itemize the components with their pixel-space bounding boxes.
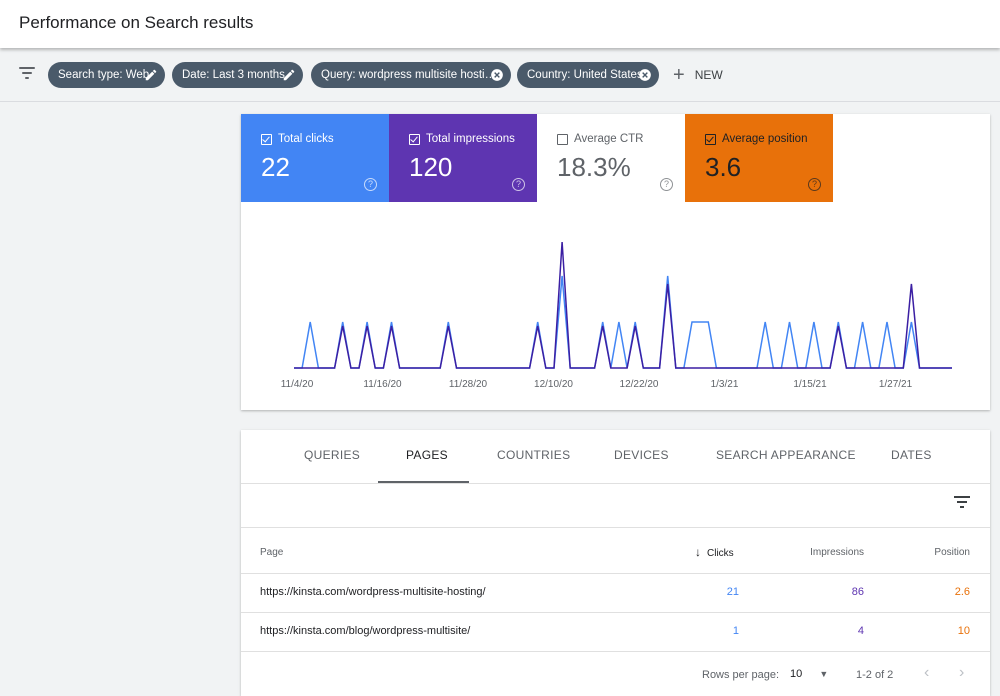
new-filter-button[interactable]: + NEW bbox=[673, 62, 723, 88]
metric-label: Total impressions bbox=[409, 133, 515, 145]
page-title: Performance on Search results bbox=[19, 13, 254, 32]
chip-country[interactable]: Country: United States bbox=[517, 62, 659, 88]
dropdown-arrow-icon: ▼ bbox=[819, 669, 829, 679]
x-tick-label: 11/28/20 bbox=[449, 379, 488, 390]
plus-icon: + bbox=[673, 64, 685, 86]
chip-query[interactable]: Query: wordpress multisite hosti… bbox=[311, 62, 511, 88]
metric-label: Average CTR bbox=[557, 133, 643, 145]
x-tick-label: 12/22/20 bbox=[620, 379, 659, 390]
metric-tile[interactable]: Average CTR 18.3%? bbox=[537, 114, 685, 202]
chip-search-type[interactable]: Search type: Web bbox=[48, 62, 165, 88]
series-line-1 bbox=[294, 241, 952, 369]
tab-pages[interactable]: PAGES bbox=[406, 448, 448, 462]
performance-line-chart: 11/4/20 11/16/20 11/28/20 12/10/20 12/22/20 1… bbox=[281, 241, 952, 390]
column-header-impressions[interactable]: Impressions bbox=[810, 547, 864, 558]
table-row[interactable]: https://kinsta.com/wordpress-multisite-h… bbox=[241, 574, 990, 613]
metric-tile[interactable]: Average position 3.6? bbox=[685, 114, 833, 202]
active-tab-indicator bbox=[378, 481, 469, 483]
metric-label-text: Average CTR bbox=[574, 133, 644, 145]
metric-value: 18.3% bbox=[557, 152, 631, 182]
rows-per-page-select[interactable]: 10 ▼ bbox=[790, 668, 828, 680]
table-filter-icon[interactable] bbox=[954, 496, 970, 508]
new-filter-label: NEW bbox=[694, 68, 723, 82]
metric-tile[interactable]: Total impressions 120? bbox=[389, 114, 537, 202]
tab-dates[interactable]: DATES bbox=[891, 448, 932, 462]
edit-pencil-icon[interactable] bbox=[144, 68, 158, 82]
x-tick-label: 11/16/20 bbox=[363, 379, 402, 390]
metric-value: 120 bbox=[409, 152, 453, 182]
page-url-cell[interactable]: https://kinsta.com/wordpress-multisite-h… bbox=[260, 586, 486, 598]
x-tick-label: 1/3/21 bbox=[711, 379, 739, 390]
column-header-page[interactable]: Page bbox=[260, 547, 284, 558]
help-icon[interactable]: ? bbox=[660, 178, 673, 191]
column-header-clicks[interactable]: ↓ Clicks bbox=[695, 545, 734, 559]
clicks-cell: 1 bbox=[732, 625, 739, 637]
filter-bar: Search type: Web Date: Last 3 months Que… bbox=[0, 48, 1000, 102]
series-line-0 bbox=[294, 275, 952, 369]
checkbox-icon[interactable] bbox=[705, 133, 716, 145]
sort-down-arrow-icon: ↓ bbox=[695, 545, 701, 559]
page-url-cell[interactable]: https://kinsta.com/blog/wordpress-multis… bbox=[260, 625, 471, 637]
tab-countries[interactable]: COUNTRIES bbox=[497, 448, 571, 462]
metric-label-text: Total impressions bbox=[426, 133, 515, 145]
dimension-table-card: QUERIES PAGES COUNTRIES DEVICES SEARCH A… bbox=[241, 430, 990, 696]
column-header-clicks-label: Clicks bbox=[707, 548, 734, 559]
metric-value: 22 bbox=[261, 152, 290, 182]
pagination-range: 1-2 of 2 bbox=[856, 669, 894, 681]
remove-filter-icon[interactable] bbox=[638, 68, 652, 82]
column-header-position[interactable]: Position bbox=[934, 547, 970, 558]
metric-label-text: Total clicks bbox=[278, 133, 334, 145]
metric-label-text: Average position bbox=[722, 133, 808, 145]
tab-devices[interactable]: DEVICES bbox=[614, 448, 669, 462]
help-icon[interactable]: ? bbox=[364, 178, 377, 191]
position-cell: 10 bbox=[957, 625, 970, 637]
metric-value: 3.6 bbox=[705, 152, 742, 182]
rows-per-page-label: Rows per page: bbox=[702, 669, 780, 681]
tab-queries[interactable]: QUERIES bbox=[304, 448, 361, 462]
dimension-tabs: QUERIES PAGES COUNTRIES DEVICES SEARCH A… bbox=[241, 430, 990, 484]
chip-label: Search type: Web bbox=[58, 69, 150, 81]
checkbox-icon[interactable] bbox=[409, 133, 420, 145]
x-tick-label: 12/10/20 bbox=[534, 379, 573, 390]
metric-tile[interactable]: Total clicks 22? bbox=[241, 114, 389, 202]
chip-label: Date: Last 3 months bbox=[182, 69, 285, 81]
filter-icon[interactable] bbox=[19, 66, 37, 80]
impressions-cell: 4 bbox=[857, 625, 864, 637]
clicks-cell: 21 bbox=[726, 586, 739, 598]
x-tick-label: 1/27/21 bbox=[879, 379, 913, 390]
metric-label: Average position bbox=[705, 133, 807, 145]
checkbox-icon[interactable] bbox=[557, 133, 568, 145]
top-bar: Performance on Search results bbox=[0, 0, 1000, 48]
x-tick-label: 1/15/21 bbox=[793, 379, 827, 390]
performance-chart-card: Total clicks 22? Total impressions 120? Aver… bbox=[241, 114, 990, 410]
impressions-cell: 86 bbox=[851, 586, 864, 598]
remove-filter-icon[interactable] bbox=[490, 68, 504, 82]
rows-per-page-value: 10 bbox=[790, 668, 803, 680]
tab-search-appearance[interactable]: SEARCH APPEARANCE bbox=[716, 448, 856, 462]
previous-page-icon[interactable]: ‹ bbox=[924, 664, 930, 681]
table-header-row: Page ↓ Clicks Impressions Position bbox=[241, 527, 990, 574]
edit-pencil-icon[interactable] bbox=[282, 68, 296, 82]
help-icon[interactable]: ? bbox=[808, 178, 821, 191]
position-cell: 2.6 bbox=[954, 586, 970, 598]
chip-date[interactable]: Date: Last 3 months bbox=[172, 62, 303, 88]
table-row[interactable]: https://kinsta.com/blog/wordpress-multis… bbox=[241, 613, 990, 652]
chip-label: Country: United States bbox=[527, 69, 643, 81]
checkbox-icon[interactable] bbox=[261, 133, 272, 145]
next-page-icon[interactable]: › bbox=[959, 664, 965, 681]
x-tick-label: 11/4/20 bbox=[281, 379, 314, 390]
metric-label: Total clicks bbox=[261, 133, 334, 145]
chip-label: Query: wordpress multisite hosti… bbox=[321, 69, 497, 81]
help-icon[interactable]: ? bbox=[512, 178, 525, 191]
